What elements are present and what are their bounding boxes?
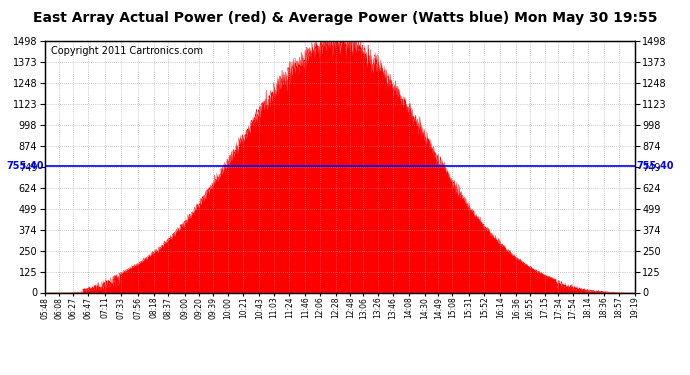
Text: Copyright 2011 Cartronics.com: Copyright 2011 Cartronics.com	[51, 46, 203, 56]
Text: 755.40: 755.40	[636, 161, 673, 171]
Text: East Array Actual Power (red) & Average Power (Watts blue) Mon May 30 19:55: East Array Actual Power (red) & Average …	[32, 11, 658, 25]
Text: 755.40: 755.40	[6, 161, 43, 171]
